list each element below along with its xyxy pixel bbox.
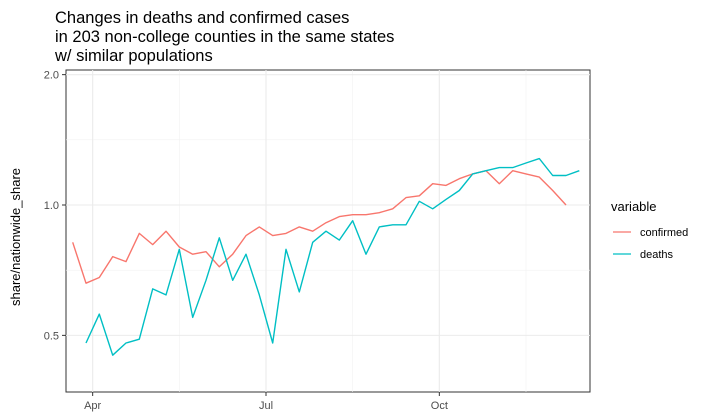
x-axis: Apr Jul Oct (84, 392, 448, 412)
legend-item-deaths: deaths (613, 249, 674, 261)
series-line-deaths (85, 157, 580, 356)
chart-title-line-3: w/ similar populations (55, 47, 213, 65)
y-tick-label: 0.5 (44, 330, 59, 342)
legend: variable confirmed deaths (611, 199, 688, 261)
major-gridlines (66, 70, 590, 392)
chart-title-line-1: Changes in deaths and confirmed cases (55, 9, 350, 27)
minor-gridlines (66, 70, 590, 392)
x-tick-label: Apr (84, 400, 101, 412)
plot-panel (65, 69, 591, 393)
y-tick-label: 1.0 (44, 200, 59, 212)
y-axis-title: share/nationwide_share (8, 168, 23, 306)
legend-item-confirmed: confirmed (613, 227, 688, 239)
legend-title: variable (611, 199, 657, 214)
x-tick-label: Jul (259, 400, 273, 412)
x-tick-label: Oct (431, 400, 448, 412)
y-tick-label: 2.0 (44, 70, 59, 82)
chart-title-line-2: in 203 non-college counties in the same … (55, 28, 395, 46)
series-layer (72, 157, 580, 356)
legend-label-deaths: deaths (640, 249, 674, 261)
legend-label-confirmed: confirmed (640, 227, 688, 239)
y-axis: 0.5 1.0 2.0 (44, 70, 66, 342)
